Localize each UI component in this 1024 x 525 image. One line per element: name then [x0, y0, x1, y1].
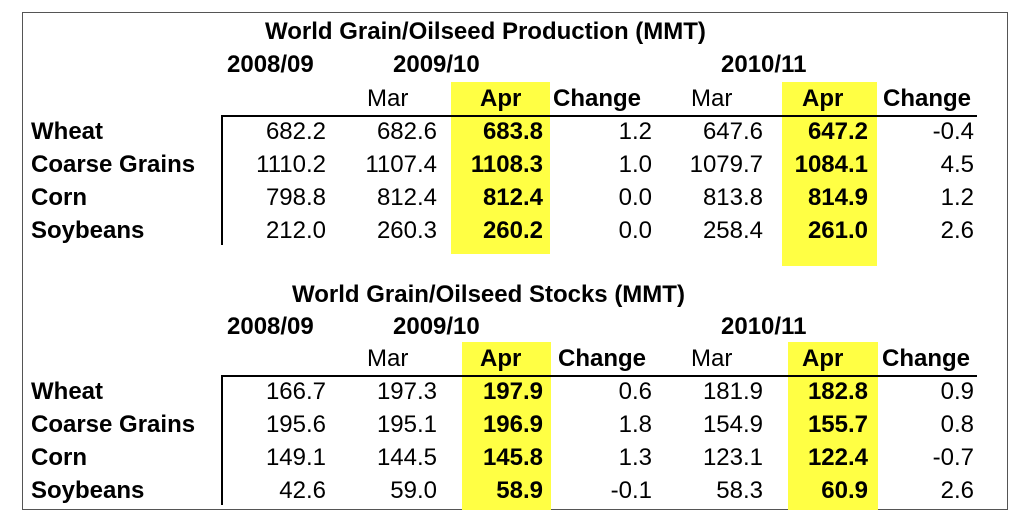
subheader-mar: Mar [367, 345, 409, 372]
table-title: World Grain/Oilseed Production (MMT) [265, 18, 706, 45]
table-cell: 155.7 [807, 411, 868, 438]
table-cell: 60.9 [821, 477, 868, 504]
table-cell: 0.8 [940, 411, 974, 438]
label-rule [221, 375, 223, 505]
subheader-apr: Apr [480, 345, 522, 372]
table-cell: 197.9 [482, 378, 543, 405]
table-title: World Grain/Oilseed Stocks (MMT) [292, 281, 685, 308]
table-cell: 812.4 [482, 184, 543, 211]
subheader-mar: Mar [367, 85, 409, 112]
table-cell: 4.5 [940, 151, 974, 178]
row-label-soybeans: Soybeans [31, 477, 145, 504]
row-label-wheat: Wheat [31, 118, 103, 145]
year-header-2008-09: 2008/09 [227, 313, 314, 340]
table-cell: 154.9 [702, 411, 763, 438]
table-cell: 1.2 [618, 118, 652, 145]
table-cell: -0.4 [932, 118, 974, 145]
table-cell: 197.3 [376, 378, 437, 405]
table-cell: 0.0 [618, 184, 652, 211]
table-cell: 0.9 [940, 378, 974, 405]
table-cell: 798.8 [265, 184, 326, 211]
table-cell: 1110.2 [256, 151, 326, 178]
table-cell: 1108.3 [470, 151, 543, 178]
row-label-coarse-grains: Coarse Grains [31, 151, 196, 178]
table-cell: 1107.4 [365, 151, 437, 178]
table-cell: 260.2 [482, 217, 543, 244]
row-label-wheat: Wheat [31, 378, 103, 405]
table-cell: -0.7 [932, 444, 974, 471]
year-header-2009-10: 2009/10 [393, 51, 480, 78]
table-cell: 682.2 [265, 118, 326, 145]
table-cell: 1.3 [618, 444, 652, 471]
row-label-corn: Corn [31, 444, 87, 471]
table-cell: 58.9 [496, 477, 543, 504]
table-cell: 813.8 [702, 184, 763, 211]
subheader-apr: Apr [802, 345, 844, 372]
table-cell: 181.9 [702, 378, 763, 405]
header-rule [222, 115, 977, 117]
subheader-change: Change [558, 345, 647, 372]
highlight-apr-2010-11 [782, 82, 877, 266]
table-cell: 122.4 [807, 444, 868, 471]
year-header-2009-10: 2009/10 [393, 313, 480, 340]
year-header-2010-11: 2010/11 [721, 313, 807, 340]
row-label-coarse-grains: Coarse Grains [31, 411, 196, 438]
label-rule [221, 115, 223, 245]
table-cell: 123.1 [702, 444, 763, 471]
table-cell: 145.8 [482, 444, 543, 471]
table-cell: 1.2 [940, 184, 974, 211]
table-cell: 1.0 [618, 151, 652, 178]
subheader-change: Change [553, 85, 642, 112]
row-label-soybeans: Soybeans [31, 217, 145, 244]
table-cell: 42.6 [279, 477, 326, 504]
subheader-change: Change [882, 345, 971, 372]
year-header-2008-09: 2008/09 [227, 51, 314, 78]
table-cell: 812.4 [376, 184, 437, 211]
table-cell: 814.9 [807, 184, 868, 211]
subheader-apr: Apr [480, 85, 522, 112]
highlight-apr-2009-10 [462, 342, 551, 510]
highlight-apr-2009-10 [451, 82, 550, 254]
table-cell: 149.1 [265, 444, 326, 471]
table-cell: 682.6 [376, 118, 437, 145]
table-cell: 0.6 [618, 378, 652, 405]
subheader-apr: Apr [802, 85, 844, 112]
table-cell: 182.8 [807, 378, 868, 405]
table-cell: 2.6 [940, 217, 974, 244]
subheader-mar: Mar [691, 345, 733, 372]
table-cell: 166.7 [265, 378, 326, 405]
table-cell: 647.2 [807, 118, 868, 145]
table-cell: 59.0 [390, 477, 437, 504]
year-header-2010-11: 2010/11 [721, 51, 807, 78]
table-cell: -0.1 [610, 477, 652, 504]
table-cell: 261.0 [807, 217, 868, 244]
table-cell: 1.8 [618, 411, 652, 438]
table-cell: 195.6 [265, 411, 326, 438]
table-cell: 683.8 [482, 118, 543, 145]
table-cell: 195.1 [376, 411, 437, 438]
header-rule [222, 375, 977, 377]
table-cell: 196.9 [482, 411, 543, 438]
subheader-change: Change [883, 85, 972, 112]
table-cell: 2.6 [940, 477, 974, 504]
table-cell: 144.5 [376, 444, 437, 471]
table-cell: 258.4 [702, 217, 763, 244]
table-cell: 212.0 [265, 217, 326, 244]
table-cell: 647.6 [702, 118, 763, 145]
subheader-mar: Mar [691, 85, 733, 112]
table-cell: 260.3 [376, 217, 437, 244]
row-label-corn: Corn [31, 184, 87, 211]
highlight-apr-2010-11 [788, 342, 878, 510]
table-cell: 0.0 [618, 217, 652, 244]
table-cell: 1084.1 [794, 151, 868, 178]
table-cell: 1079.7 [689, 151, 763, 178]
table-cell: 58.3 [716, 477, 763, 504]
